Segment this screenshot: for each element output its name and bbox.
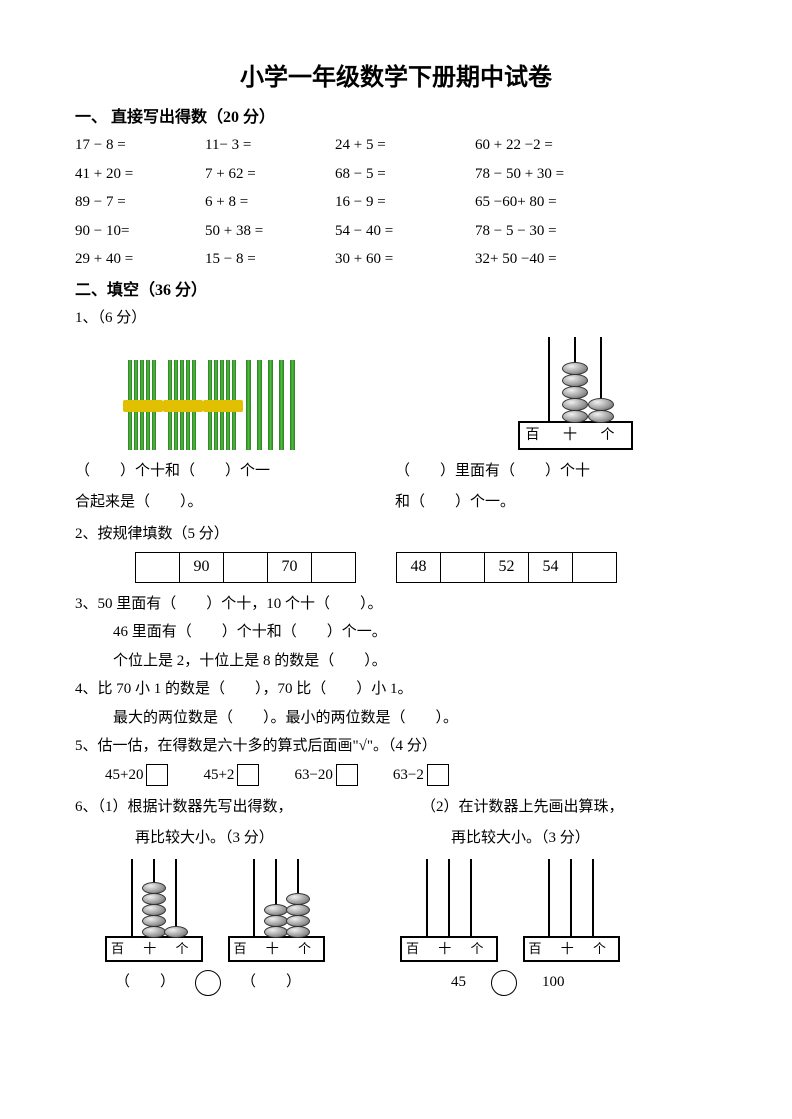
single-stick: [268, 360, 273, 450]
page-title: 小学一年级数学下册期中试卷: [75, 60, 717, 96]
calc-cell: 11− 3 =: [205, 134, 335, 157]
stick-bundle: [206, 360, 240, 450]
seq-cell: [573, 552, 617, 582]
calc-cell: 68 − 5 =: [335, 163, 475, 186]
q1-text: （ ）个十和（ ）个一 合起来是（ ）。 （ ）里面有（ ）个十 和（ ）个一。: [75, 460, 717, 513]
q5-item: 63−2: [393, 764, 449, 787]
calc-cell: 65 −60+ 80 =: [475, 191, 655, 214]
compare-circle[interactable]: [195, 970, 221, 996]
calc-cell: 17 − 8 =: [75, 134, 205, 157]
calc-cell: 30 + 60 =: [335, 248, 475, 271]
q6-b-line1: （2）在计数器上先画出算珠，: [421, 796, 717, 819]
seq-cell: 54: [529, 552, 573, 582]
q1-right-line1: （ ）里面有（ ）个十: [395, 460, 655, 483]
answer-paren: （ ）: [115, 971, 175, 994]
q4-line2: 最大的两位数是（ ）。最小的两位数是（ ）。: [113, 707, 717, 730]
abacus-rod-ten: [574, 337, 576, 422]
answer-paren: （ ）: [241, 971, 301, 994]
sequence-tables: 90 70 48 52 54: [135, 552, 717, 583]
q5-item: 45+20: [105, 764, 168, 787]
value-45: 45: [451, 971, 466, 994]
seq-table-1: 90 70: [135, 552, 356, 583]
q4-line1: 4、比 70 小 1 的数是（ ），70 比（ ）小 1。: [75, 678, 717, 701]
calc-cell: 50 + 38 =: [205, 220, 335, 243]
section2-head: 二、填空（36 分）: [75, 279, 717, 303]
q3-line2: 46 里面有（ ）个十和（ ）个一。: [113, 621, 717, 644]
answer-box[interactable]: [427, 764, 449, 786]
q6-a-line1: 6、（1）根据计数器先写出得数，: [75, 796, 371, 819]
calc-cell: 7 + 62 =: [205, 163, 335, 186]
seq-table-2: 48 52 54: [396, 552, 617, 583]
calc-cell: 54 − 40 =: [335, 220, 475, 243]
q5-row: 45+20 45+2 63−20 63−2: [105, 764, 717, 787]
calc-cell: 78 − 5 − 30 =: [475, 220, 655, 243]
seq-cell: 70: [268, 552, 312, 582]
q6-graphics: 百 十 个 百 十 个 百 十 个 百 十 个: [75, 859, 717, 962]
answer-box[interactable]: [237, 764, 259, 786]
compare-row: （ ） （ ） 45 100: [75, 970, 717, 996]
calc-cell: 78 − 50 + 30 =: [475, 163, 655, 186]
calc-cell: 15 − 8 =: [205, 248, 335, 271]
abacus-base-label: 百 十 个: [518, 421, 633, 450]
q1-left-line2: 合起来是（ ）。: [75, 491, 355, 514]
calc-cell: 24 + 5 =: [335, 134, 475, 157]
calc-grid: 17 − 8 = 11− 3 = 24 + 5 = 60 + 22 −2 = 4…: [75, 134, 717, 271]
q6-head: 6、（1）根据计数器先写出得数， 再比较大小。（3 分） （2）在计数器上先画出…: [75, 796, 717, 849]
q6-a-line2: 再比较大小。（3 分）: [135, 827, 371, 850]
q6-b-line2: 再比较大小。（3 分）: [451, 827, 717, 850]
answer-box[interactable]: [146, 764, 168, 786]
compare-circle[interactable]: [491, 970, 517, 996]
q3-line3: 个位上是 2，十位上是 8 的数是（ ）。: [113, 650, 717, 673]
single-stick: [246, 360, 251, 450]
calc-cell: 41 + 20 =: [75, 163, 205, 186]
calc-cell: 29 + 40 =: [75, 248, 205, 271]
counting-sticks: [75, 354, 345, 450]
abacus-6-3: 百 十 个: [400, 859, 498, 962]
q2-label: 2、按规律填数（5 分）: [75, 523, 717, 546]
seq-cell: [136, 552, 180, 582]
q3-line1: 3、50 里面有（ ）个十，10 个十（ ）。: [75, 593, 717, 616]
stick-bundle: [166, 360, 200, 450]
calc-cell: 32+ 50 −40 =: [475, 248, 655, 271]
section1-head: 一、 直接写出得数（20 分）: [75, 106, 717, 130]
abacus-rod-one: [600, 337, 602, 422]
value-100: 100: [542, 971, 565, 994]
q1-graphics: 百 十 个: [75, 337, 717, 450]
calc-cell: 60 + 22 −2 =: [475, 134, 655, 157]
calc-cell: 6 + 8 =: [205, 191, 335, 214]
seq-cell: 52: [485, 552, 529, 582]
seq-cell: 90: [180, 552, 224, 582]
single-stick: [257, 360, 262, 450]
q1-left-line1: （ ）个十和（ ）个一: [75, 460, 355, 483]
calc-cell: 89 − 7 =: [75, 191, 205, 214]
abacus-6-1: 百 十 个: [105, 859, 203, 962]
seq-cell: [224, 552, 268, 582]
abacus-rod-hundred: [548, 337, 550, 422]
q5-item: 45+2: [203, 764, 259, 787]
calc-cell: 16 − 9 =: [335, 191, 475, 214]
calc-cell: 90 − 10=: [75, 220, 205, 243]
seq-cell: [441, 552, 485, 582]
seq-cell: [312, 552, 356, 582]
abacus-q1: 百 十 个: [485, 337, 665, 450]
q1-right-line2: 和（ ）个一。: [395, 491, 655, 514]
single-stick: [279, 360, 284, 450]
q5-label: 5、估一估，在得数是六十多的算式后面画"√"。（4 分）: [75, 735, 717, 758]
abacus-6-2: 百 十 个: [228, 859, 326, 962]
q5-item: 63−20: [294, 764, 357, 787]
seq-cell: 48: [397, 552, 441, 582]
answer-box[interactable]: [336, 764, 358, 786]
stick-bundle: [126, 360, 160, 450]
single-stick: [290, 360, 295, 450]
q1-label: 1、（6 分）: [75, 307, 717, 330]
abacus-6-4: 百 十 个: [523, 859, 621, 962]
